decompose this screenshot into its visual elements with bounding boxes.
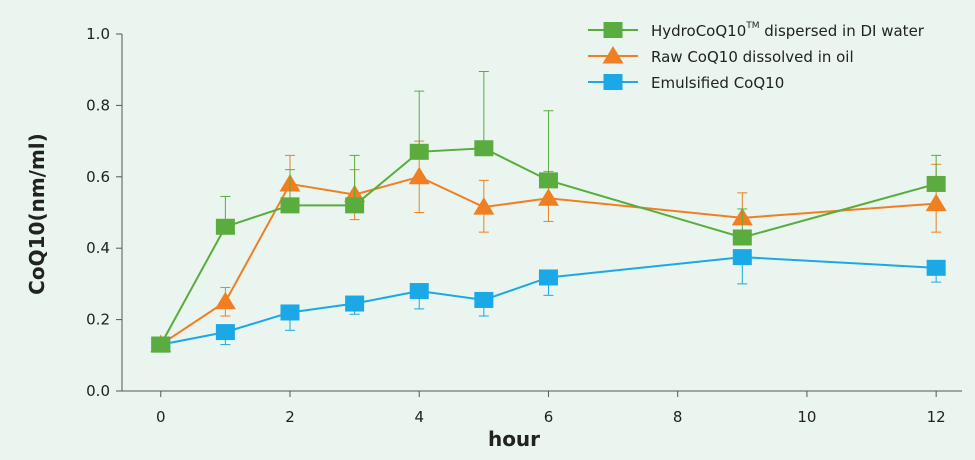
data-point [926, 175, 946, 192]
data-point [215, 218, 235, 235]
data-point [732, 249, 752, 266]
legend-label: Emulsified CoQ10 [651, 74, 784, 92]
data-point [280, 304, 300, 321]
legend-label-name: HydroCoQ10 [651, 22, 746, 40]
data-point [409, 143, 429, 160]
y-tick-label: 1.0 [86, 25, 110, 43]
legend-marker [602, 46, 624, 64]
legend-label-name: Emulsified CoQ10 [651, 74, 784, 92]
x-tick-label: 8 [673, 408, 683, 426]
data-point [473, 197, 495, 215]
data-point [538, 269, 558, 286]
data-point [926, 259, 946, 276]
legend-item-hydrocoq10: HydroCoQ10TM dispersed in DI water [588, 21, 925, 40]
legend-label: Raw CoQ10 dissolved in oil [651, 48, 854, 66]
data-point [280, 197, 300, 214]
legend-label-name: Raw CoQ10 dissolved in oil [651, 48, 854, 66]
data-point [538, 172, 558, 189]
legend-marker [603, 22, 623, 38]
x-tick-label: 4 [414, 408, 424, 426]
data-point [925, 193, 947, 212]
legend-marker [603, 74, 623, 90]
legend-label: HydroCoQ10TM dispersed in DI water [651, 21, 925, 40]
legend-item-raw-coq10-dissolved-in-oil: Raw CoQ10 dissolved in oil [588, 46, 854, 66]
data-point [345, 295, 365, 312]
data-point [409, 283, 429, 300]
x-tick-label: 0 [156, 408, 166, 426]
data-point [474, 140, 494, 157]
x-axis-title: hour [488, 427, 540, 451]
data-point [537, 188, 559, 206]
y-tick-label: 0.2 [86, 311, 110, 329]
legend-item-emulsified-coq10: Emulsified CoQ10 [588, 74, 784, 92]
x-tick-label: 12 [927, 408, 946, 426]
data-point [345, 197, 365, 214]
x-tick-label: 2 [285, 408, 295, 426]
axes: 0.0 0.2 0.4 0.6 0.8 1.0 0 2 4 6 8 10 12 [86, 25, 962, 426]
y-tick-label: 0.0 [86, 382, 110, 400]
data-point [214, 291, 236, 310]
legend-label-suffix: dispersed in DI water [760, 22, 925, 40]
data-point [732, 229, 752, 246]
data-point [151, 336, 171, 353]
x-tick-label: 6 [544, 408, 554, 426]
series-hydrocoq10 [151, 70, 946, 353]
y-axis-title: CoQ10(nm/ml) [25, 133, 49, 295]
data-point [215, 324, 235, 341]
legend: HydroCoQ10TM dispersed in DI water Raw Co… [588, 21, 925, 92]
y-tick-label: 0.4 [86, 239, 110, 257]
series-emulsified-coq10 [151, 249, 946, 353]
data-point [474, 291, 494, 308]
y-tick-label: 0.6 [86, 168, 110, 186]
legend-label-superscript: TM [745, 21, 759, 31]
y-tick-label: 0.8 [86, 96, 110, 114]
data-point [408, 166, 430, 185]
series-layer [150, 70, 947, 353]
x-tick-label: 10 [797, 408, 816, 426]
